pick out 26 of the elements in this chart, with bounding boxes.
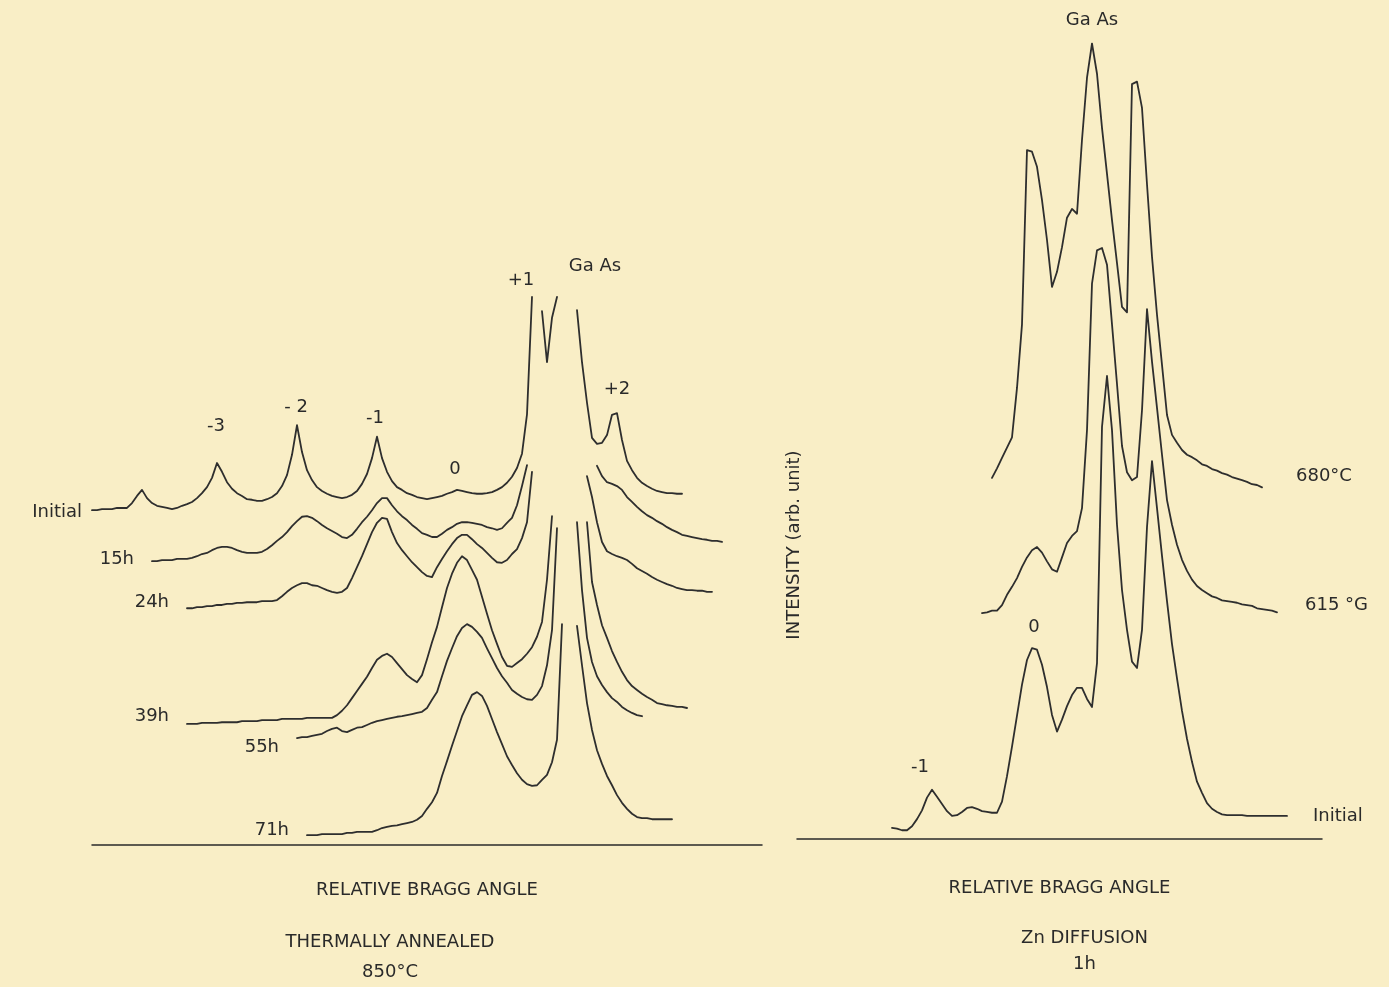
series-label: Initial xyxy=(32,499,82,521)
text: +1 xyxy=(507,267,535,289)
text: Ga As xyxy=(568,253,622,275)
series-label: 680°C xyxy=(1296,463,1352,485)
series-label: Initial xyxy=(1313,804,1363,826)
series-label: 15h xyxy=(99,546,134,568)
text: 850°C xyxy=(362,959,418,981)
text: 1h xyxy=(1073,951,1096,973)
y-axis-title: INTENSITY (arb. unit) xyxy=(781,450,803,640)
annotation: -1 xyxy=(366,405,384,427)
x-axis-title: RELATIVE BRAGG ANGLE xyxy=(948,875,1171,897)
annotation: 0 xyxy=(1028,614,1040,636)
series-label: 55h xyxy=(244,734,279,756)
text: Zn DIFFUSION xyxy=(1021,925,1148,947)
text: Ga As xyxy=(1065,7,1119,29)
series-label: 615 °G xyxy=(1305,592,1369,614)
series-label: 71h xyxy=(254,817,289,839)
annotation: -1 xyxy=(911,754,929,776)
annotation: +2 xyxy=(603,376,631,398)
x-axis-title: RELATIVE BRAGG ANGLE xyxy=(316,877,538,899)
series-label: 24h xyxy=(134,589,169,611)
annotation: 0 xyxy=(449,456,461,478)
annotation: - 2 xyxy=(284,394,308,416)
annotation: -3 xyxy=(207,413,225,435)
text: THERMALLY ANNEALED xyxy=(284,929,495,951)
series-label: 39h xyxy=(134,704,169,726)
